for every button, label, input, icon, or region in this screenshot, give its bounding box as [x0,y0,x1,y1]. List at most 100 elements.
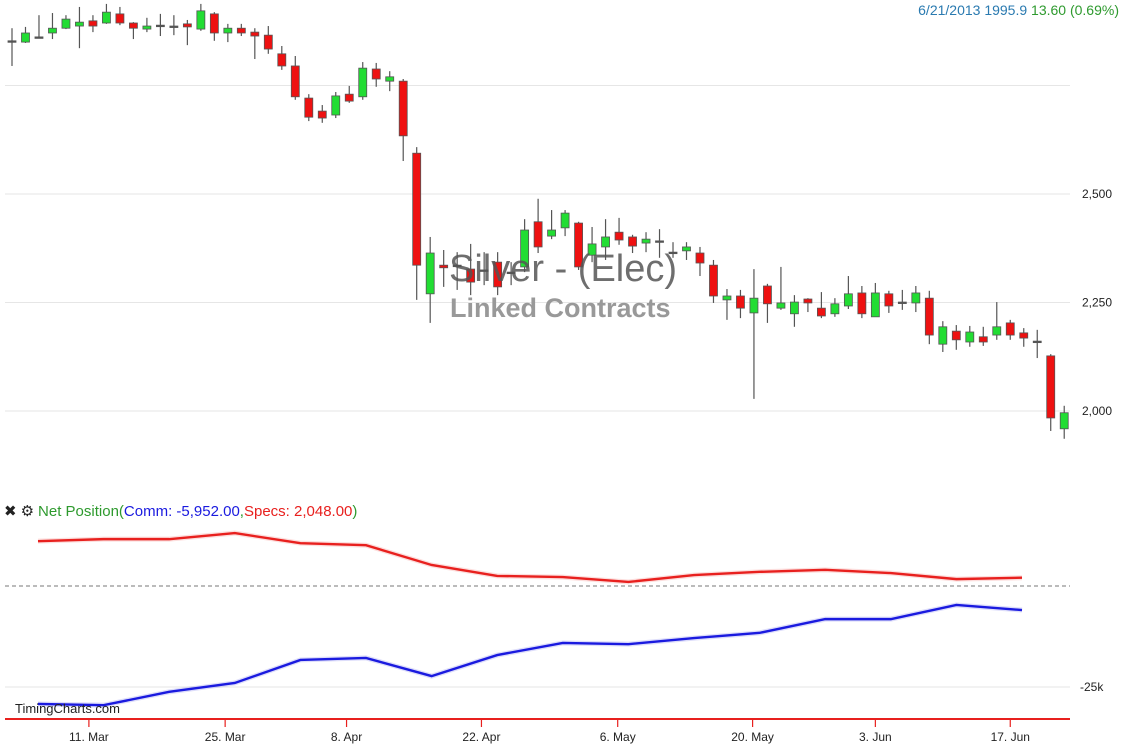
candle-body [61,18,71,29]
candle [951,325,961,350]
candle [533,198,543,254]
quote-date: 6/21/2013 [918,2,981,18]
quote-price: 1995.9 [984,2,1028,18]
candle-body [452,264,462,268]
candle-body [722,295,732,301]
candle [439,249,449,287]
candle-body [736,295,745,309]
price-axis-label: 2,000 [1082,404,1112,418]
candle-body [682,246,691,252]
candle [1059,405,1069,439]
candle-body [344,93,354,102]
candle-body [209,13,219,34]
candle [978,326,988,346]
candle [169,15,179,36]
x-axis-label: 11. Mar [69,730,109,744]
candle-body [830,303,840,315]
candle-body [412,152,422,266]
candle [425,236,435,323]
price-axis-label: 2,500 [1082,187,1112,201]
candle [870,282,880,318]
candle [61,15,71,30]
candle [250,28,260,60]
series-line-comm [37,603,1023,707]
candle [7,28,17,66]
candle-body [155,24,165,28]
candle-body [506,271,516,275]
candle [560,210,570,237]
candle [938,321,948,352]
candle [102,3,111,24]
candle [924,290,934,345]
candle [547,210,556,240]
price-axis-label: 2,250 [1082,296,1112,310]
candle [506,262,516,286]
candle [277,46,287,70]
candle-body [317,110,327,119]
candle [668,242,678,258]
candle [223,23,233,43]
gear-icon[interactable]: ⚙ [20,503,35,520]
watermark-subtitle: Linked Contracts [450,293,671,323]
x-axis-label: 25. Mar [205,730,246,744]
candle [493,252,503,296]
candle-body [776,302,786,309]
candle-body [466,268,476,283]
candle-body [533,221,543,248]
candle-body [614,231,624,241]
indicator-legend: ✖ ⚙ Net Position(Comm: -5,952.00,Specs: … [4,502,357,521]
candle [1019,328,1029,347]
candle [763,283,772,323]
candle [857,286,867,319]
candle-body [425,252,435,295]
candle-body [7,40,17,43]
quote-change: 13.60 (0.69%) [1031,2,1119,18]
candle [129,22,138,40]
candle-body [911,292,921,304]
candle-body [641,238,651,244]
candle-body [398,80,408,137]
candle [992,302,1002,340]
close-icon[interactable]: ✖ [4,503,17,520]
candle-body [1059,412,1069,430]
candle-body [547,229,556,237]
series-line-specs [37,531,1023,584]
quote-readout: 6/21/2013 1995.9 13.60 (0.69%) [918,2,1119,18]
candle-body [763,285,772,305]
candle [749,269,759,399]
candle [1032,329,1042,359]
candle-body [668,251,678,255]
candle [290,55,300,100]
candle [88,15,98,33]
comm-value: Comm: -5,952.00 [123,502,240,520]
candle-body [129,22,138,29]
candle-body [21,32,30,43]
candle-body [304,97,314,118]
candle-body [75,21,84,27]
x-axis-label: 6. May [600,730,636,744]
candle [574,221,583,270]
candle [412,147,422,300]
candle-body [870,292,880,318]
candle-body [560,212,570,229]
credit-link[interactable]: TimingCharts.com [15,701,120,716]
candle [331,92,341,119]
candle-body [884,293,894,307]
x-axis-label: 20. May [731,730,774,744]
candle-body [182,23,192,28]
candle [520,219,530,273]
candle [48,13,57,40]
candle [965,325,975,347]
candle-body [236,27,246,34]
candle [884,290,894,313]
candle [155,13,165,37]
candle-body [196,10,206,30]
candle [182,19,192,46]
candle-body [817,307,826,317]
candle [817,292,826,319]
candle-body [88,20,98,27]
candle [736,289,745,319]
candle [614,217,624,245]
